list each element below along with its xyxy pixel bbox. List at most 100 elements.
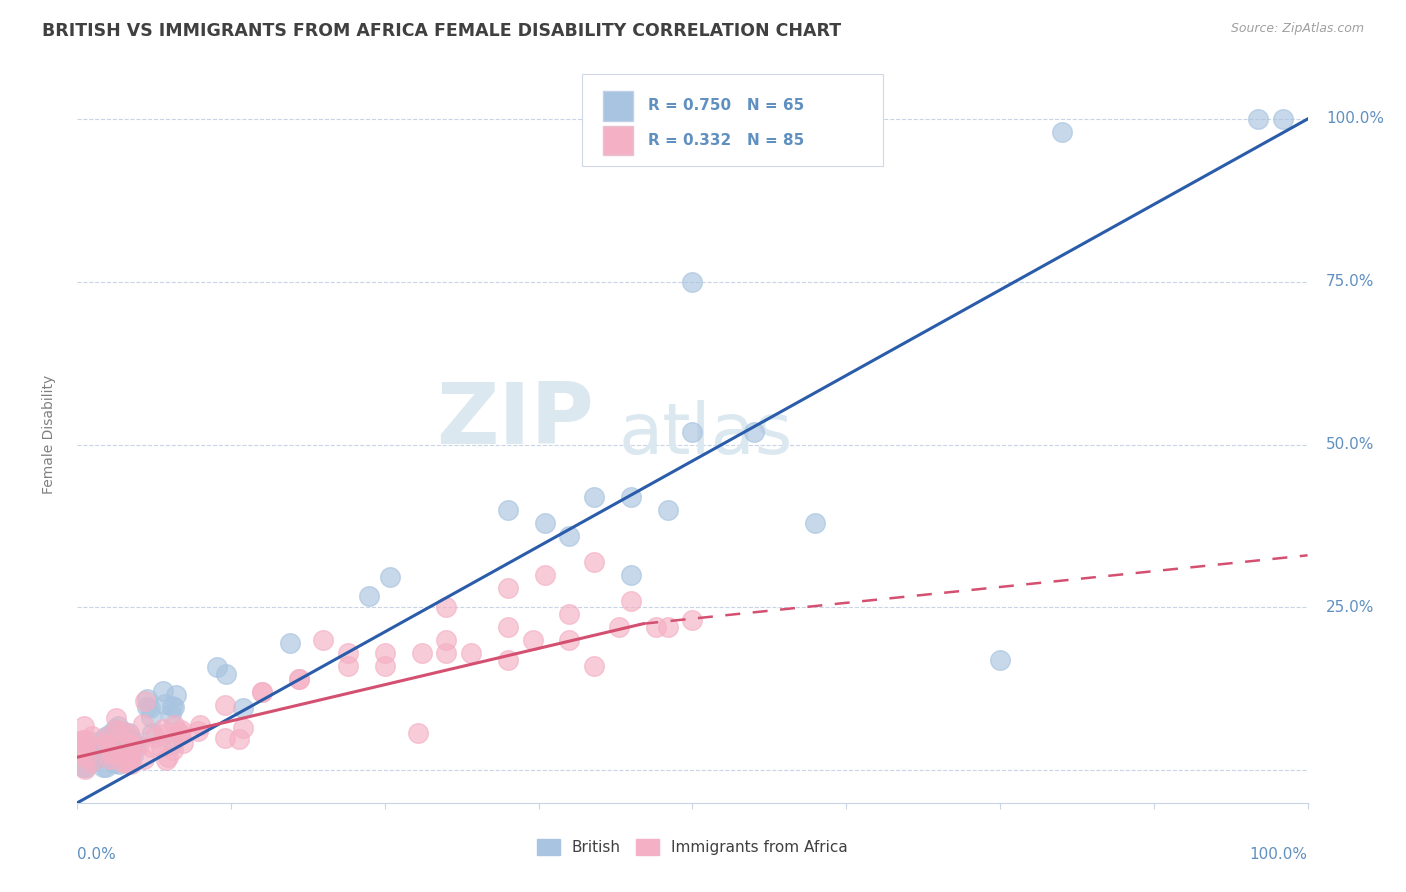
Legend: British, Immigrants from Africa: British, Immigrants from Africa — [530, 833, 855, 862]
Point — [620, 594, 643, 608]
Point — [101, 747, 124, 761]
Point — [87, 742, 110, 756]
Point — [70, 733, 93, 747]
Point — [117, 751, 139, 765]
Point — [118, 752, 141, 766]
Point — [128, 738, 150, 752]
Point — [155, 753, 177, 767]
Text: 75.0%: 75.0% — [1326, 275, 1375, 289]
Point — [172, 736, 194, 750]
Point — [496, 502, 519, 516]
Point — [988, 652, 1011, 666]
Point — [278, 636, 301, 650]
FancyBboxPatch shape — [603, 126, 634, 155]
Point — [288, 672, 311, 686]
Point — [98, 752, 121, 766]
Point — [214, 731, 236, 745]
Point — [163, 699, 186, 714]
Point — [558, 607, 581, 621]
Point — [100, 727, 122, 741]
Point — [657, 620, 679, 634]
Point — [1050, 125, 1073, 139]
Point — [97, 735, 120, 749]
Point — [136, 699, 159, 714]
Point — [72, 734, 94, 748]
Point — [75, 733, 97, 747]
Point — [160, 737, 183, 751]
Point — [86, 734, 108, 748]
Point — [139, 710, 162, 724]
Point — [152, 684, 174, 698]
Point — [583, 659, 606, 673]
Point — [163, 718, 186, 732]
Point — [114, 735, 136, 749]
Point — [232, 721, 254, 735]
Point — [187, 723, 209, 738]
Point — [72, 735, 94, 749]
Point — [534, 516, 557, 530]
Point — [120, 737, 142, 751]
Point — [72, 760, 94, 774]
Point — [232, 701, 254, 715]
Point — [804, 516, 827, 530]
Point — [107, 724, 129, 739]
Point — [75, 762, 97, 776]
Point — [170, 723, 193, 738]
Point — [97, 730, 120, 744]
Text: BRITISH VS IMMIGRANTS FROM AFRICA FEMALE DISABILITY CORRELATION CHART: BRITISH VS IMMIGRANTS FROM AFRICA FEMALE… — [42, 22, 841, 40]
Point — [118, 725, 141, 739]
Text: 0.0%: 0.0% — [77, 847, 117, 862]
Point — [162, 742, 184, 756]
Point — [108, 757, 131, 772]
Point — [205, 660, 228, 674]
Point — [152, 722, 174, 736]
Point — [436, 600, 458, 615]
Point — [162, 698, 184, 713]
Point — [583, 490, 606, 504]
Point — [94, 736, 117, 750]
Point — [94, 730, 117, 744]
Point — [76, 749, 98, 764]
Point — [534, 567, 557, 582]
Point — [91, 739, 114, 753]
Point — [188, 717, 212, 731]
Point — [167, 724, 190, 739]
Point — [156, 750, 179, 764]
Point — [378, 570, 401, 584]
Point — [104, 722, 127, 736]
Point — [125, 739, 148, 753]
Point — [86, 750, 108, 764]
Point — [105, 723, 128, 737]
Point — [114, 725, 136, 739]
Point — [115, 756, 138, 770]
Point — [107, 718, 129, 732]
Point — [70, 739, 93, 753]
Point — [558, 529, 581, 543]
Point — [408, 726, 430, 740]
Point — [132, 752, 155, 766]
Point — [620, 567, 643, 582]
Point — [152, 727, 174, 741]
Point — [250, 685, 273, 699]
Point — [215, 666, 238, 681]
Point — [496, 581, 519, 595]
Point — [374, 646, 396, 660]
Point — [160, 707, 183, 722]
Point — [75, 741, 97, 756]
Point — [108, 738, 131, 752]
Point — [644, 620, 666, 634]
Point — [103, 756, 125, 771]
Point — [105, 745, 128, 759]
Point — [337, 659, 360, 673]
Y-axis label: Female Disability: Female Disability — [42, 376, 56, 494]
Text: R = 0.332   N = 85: R = 0.332 N = 85 — [648, 133, 804, 148]
Point — [136, 691, 159, 706]
Point — [75, 760, 97, 774]
Point — [105, 711, 128, 725]
Point — [118, 739, 141, 753]
Point — [100, 747, 122, 762]
Point — [122, 747, 145, 762]
Point — [682, 425, 704, 439]
Point — [91, 739, 114, 754]
Point — [115, 731, 138, 745]
